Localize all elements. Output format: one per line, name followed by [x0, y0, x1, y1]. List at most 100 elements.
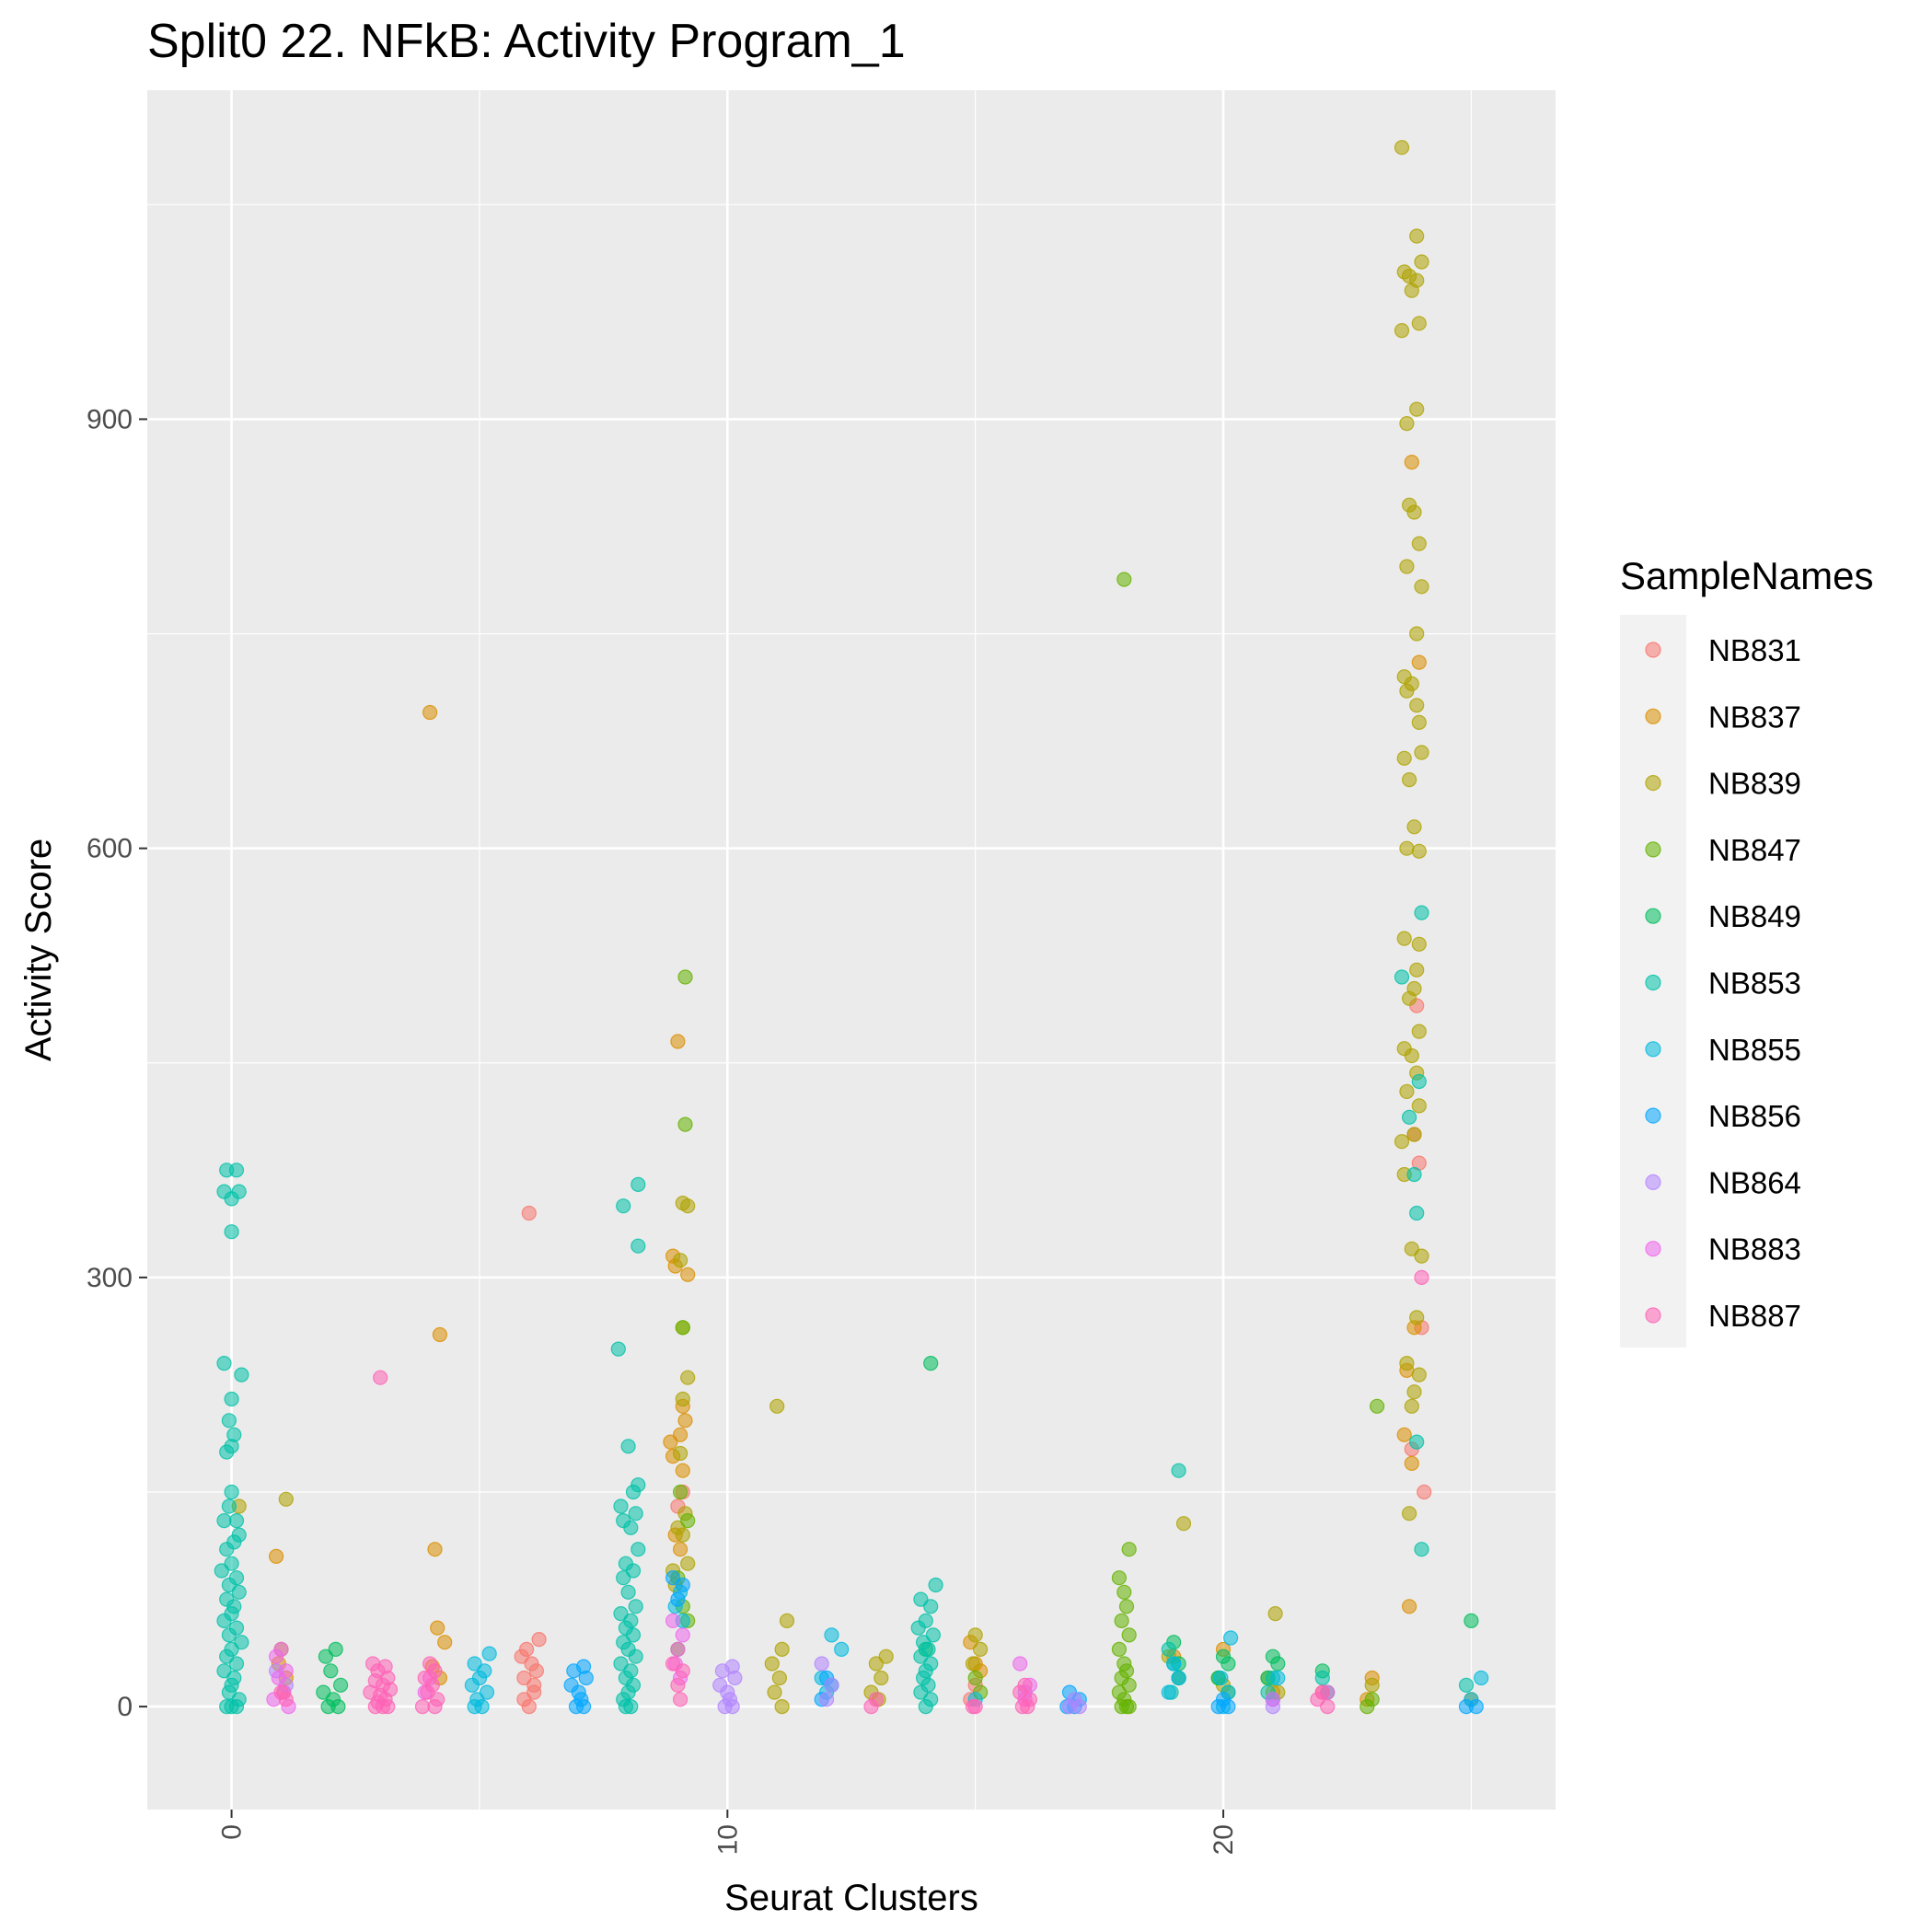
point-nb849: [318, 1649, 333, 1664]
point-nb847: [1121, 1698, 1137, 1715]
point-nb839: [779, 1613, 795, 1629]
point-nb883: [670, 1641, 686, 1658]
chart-title: Split0 22. NFkB: Activity Program_1: [147, 15, 906, 68]
point-nb839: [873, 1670, 889, 1686]
point-nb839: [967, 1627, 983, 1643]
point-nb849: [320, 1698, 336, 1715]
legend-label-nb855: NB855: [1708, 1033, 1801, 1067]
point-nb847: [1121, 1677, 1137, 1693]
point-nb855: [1166, 1656, 1182, 1672]
legend-key-nb849: [1645, 908, 1661, 924]
point-nb839: [1409, 626, 1425, 642]
point-nb839: [1394, 323, 1410, 339]
point-nb847: [677, 1116, 693, 1132]
point-nb887: [1014, 1698, 1031, 1715]
point-nb856: [1458, 1698, 1475, 1715]
point-nb853: [228, 1512, 245, 1529]
point-nb864: [818, 1692, 835, 1707]
point-nb864: [714, 1663, 731, 1679]
point-nb853: [214, 1563, 229, 1579]
point-nb839: [1406, 1127, 1422, 1142]
point-nb853: [613, 1605, 629, 1622]
point-nb855: [464, 1677, 480, 1693]
point-nb883: [1265, 1692, 1281, 1707]
point-nb839: [774, 1641, 790, 1658]
point-nb839: [1404, 1047, 1419, 1064]
point-nb864: [724, 1698, 740, 1715]
point-nb853: [219, 1542, 235, 1557]
point-nb847: [672, 1484, 688, 1500]
point-nb853: [1411, 1073, 1427, 1090]
point-nb847: [1121, 1542, 1137, 1557]
point-nb839: [1396, 750, 1412, 766]
point-nb853: [616, 1570, 631, 1586]
point-nb853: [623, 1520, 639, 1535]
point-nb853: [224, 1224, 239, 1240]
point-nb853: [224, 1556, 239, 1571]
point-nb839: [965, 1656, 981, 1672]
legend-label-nb887: NB887: [1708, 1299, 1801, 1333]
point-nb855: [467, 1698, 482, 1715]
point-nb839: [1401, 771, 1417, 788]
point-nb839: [1406, 504, 1422, 520]
y-tick-label: 900: [87, 404, 133, 434]
point-nb853: [221, 1413, 237, 1429]
point-nb883: [271, 1670, 286, 1686]
x-tick-label: 20: [1209, 1824, 1239, 1855]
point-nb839: [1399, 840, 1415, 856]
point-nb864: [1061, 1698, 1078, 1715]
point-nb853: [1414, 905, 1429, 920]
point-nb853: [1401, 1109, 1417, 1125]
point-nb847: [675, 1320, 690, 1336]
point-nb839: [680, 1370, 696, 1385]
point-nb837: [1404, 455, 1419, 470]
point-nb849: [1463, 1613, 1479, 1629]
point-nb855: [834, 1641, 850, 1658]
point-nb831: [516, 1670, 532, 1686]
point-nb853: [224, 1391, 239, 1407]
point-nb853: [918, 1698, 933, 1715]
point-nb839: [675, 1391, 690, 1407]
point-nb849: [1215, 1649, 1232, 1664]
point-nb853: [925, 1627, 942, 1643]
point-nb849: [333, 1677, 349, 1693]
point-nb839: [1411, 843, 1427, 859]
grid-minor: [147, 90, 1556, 1810]
point-nb853: [219, 1649, 235, 1664]
point-nb853: [1161, 1641, 1176, 1658]
point-nb883: [665, 1613, 681, 1629]
point-nb839: [972, 1641, 989, 1658]
point-nb837: [427, 1542, 443, 1557]
point-nb839: [1409, 962, 1425, 978]
point-nb839: [1414, 745, 1429, 760]
point-nb839: [1396, 931, 1412, 946]
point-nb837: [432, 1326, 447, 1343]
point-nb853: [221, 1498, 237, 1514]
point-nb853: [1394, 969, 1410, 985]
point-nb883: [675, 1627, 690, 1643]
point-nb855: [1222, 1630, 1239, 1646]
y-tick-label: 0: [117, 1692, 133, 1722]
point-nb847: [1111, 1570, 1128, 1586]
point-nb849: [1270, 1656, 1286, 1672]
x-tick-label: 0: [217, 1824, 248, 1840]
legend-key-nb831: [1645, 642, 1661, 658]
point-nb847: [967, 1670, 983, 1686]
point-nb839: [1399, 1355, 1415, 1371]
legend-title: SampleNames: [1620, 554, 1873, 597]
legend-key-nb839: [1645, 774, 1661, 792]
point-nb839: [1411, 316, 1427, 331]
point-nb831: [514, 1649, 529, 1664]
point-nb837: [1396, 1427, 1412, 1442]
legend-label-nb849: NB849: [1708, 899, 1801, 933]
point-nb847: [677, 969, 693, 985]
point-nb839: [1399, 683, 1415, 699]
point-nb831: [531, 1631, 547, 1648]
point-nb839: [1399, 559, 1415, 574]
y-tick-label: 300: [87, 1263, 133, 1293]
legend-key-nb887: [1645, 1307, 1661, 1324]
point-nb839: [672, 1253, 688, 1268]
point-nb853: [1171, 1463, 1186, 1478]
legend-key-nb855: [1645, 1041, 1661, 1058]
x-axis-title: Seurat Clusters: [724, 1878, 978, 1918]
